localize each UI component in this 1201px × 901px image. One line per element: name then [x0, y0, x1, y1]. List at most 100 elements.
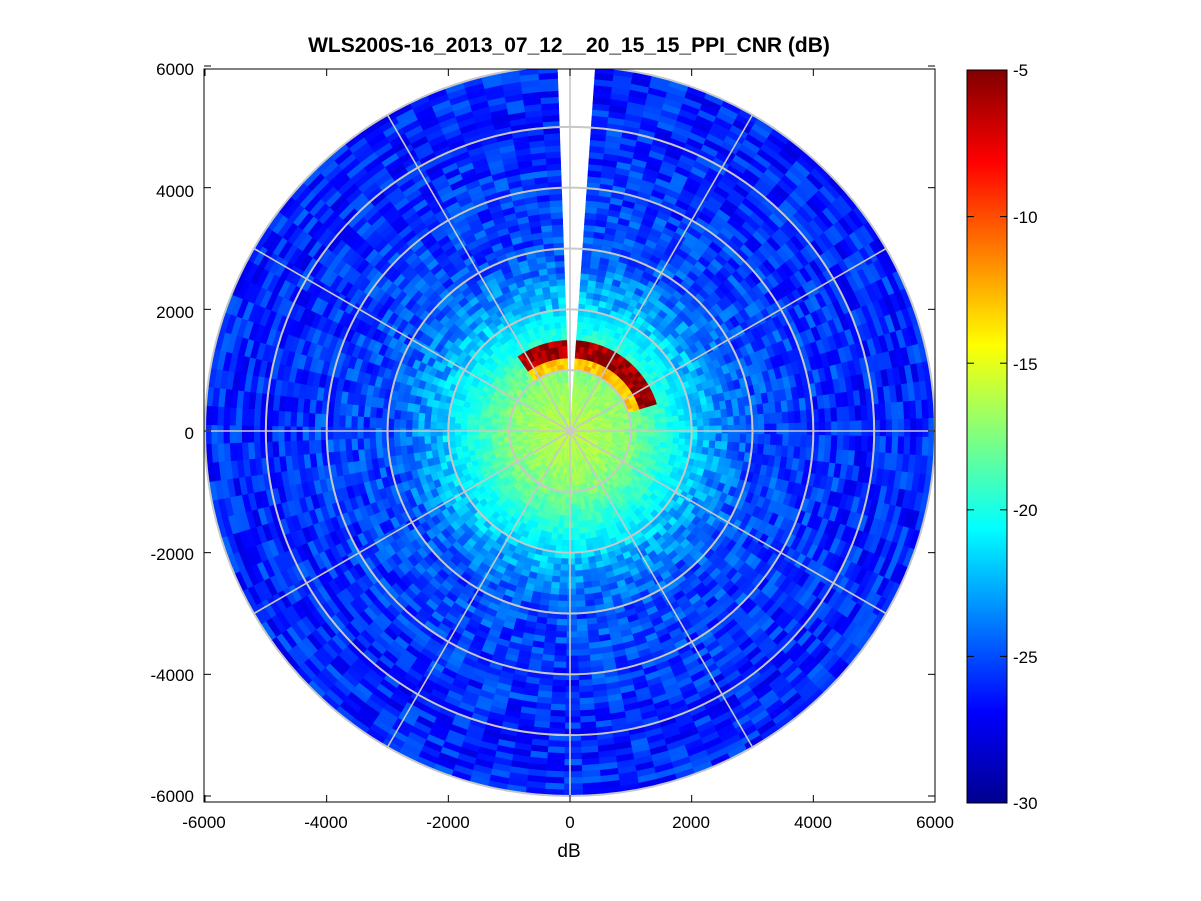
- heatmap-cell: [563, 509, 569, 517]
- heatmap-cell: [566, 631, 578, 639]
- heatmap-cell: [577, 654, 591, 663]
- heatmap-cell: [885, 419, 893, 437]
- heatmap-cell: [567, 534, 575, 541]
- heatmap-cell: [576, 624, 588, 632]
- heatmap-cell: [574, 564, 583, 572]
- heatmap-cell: [594, 69, 615, 76]
- heatmap-cell: [564, 716, 581, 724]
- heatmap-cell: [576, 618, 588, 626]
- heatmap-cell: [849, 420, 857, 437]
- heatmap-cell: [576, 630, 589, 639]
- heatmap-cell: [672, 432, 680, 439]
- heatmap-cell: [782, 434, 790, 447]
- heatmap-cell: [763, 434, 772, 446]
- heatmap-cell: [572, 521, 579, 529]
- heatmap-cell: [575, 594, 586, 602]
- heatmap-cell: [831, 421, 838, 436]
- heatmap-cell: [553, 661, 567, 669]
- heatmap-cell: [551, 575, 561, 584]
- heatmap-cell: [660, 432, 668, 439]
- heatmap-cell: [559, 564, 568, 572]
- heatmap-cell: [566, 619, 578, 626]
- heatmap-cell: [678, 438, 686, 446]
- heatmap-cell: [547, 746, 565, 754]
- heatmap-cell: [697, 432, 705, 441]
- heatmap-cell: [703, 418, 711, 427]
- heatmap-cell: [572, 509, 578, 517]
- heatmap-cell: [678, 414, 686, 422]
- heatmap-cell: [842, 435, 851, 451]
- heatmap-cell: [703, 433, 711, 442]
- heatmap-cell: [567, 576, 576, 584]
- heatmap-cell: [654, 417, 662, 424]
- heatmap-cell: [733, 415, 741, 426]
- heatmap-cell: [673, 426, 680, 434]
- heatmap-cell: [672, 421, 680, 428]
- heatmap-cell: [861, 420, 869, 437]
- heatmap-cell: [763, 413, 771, 425]
- heatmap-cell: [566, 594, 577, 602]
- heatmap-cell: [574, 582, 585, 590]
- heatmap-cell: [672, 415, 680, 423]
- heatmap-cell: [885, 436, 893, 454]
- heatmap-cell: [654, 422, 662, 429]
- heatmap-cell: [577, 648, 590, 657]
- heatmap-cell: [572, 503, 578, 511]
- heatmap-cell: [562, 533, 569, 541]
- heatmap-cell: [550, 581, 560, 590]
- heatmap-cell: [758, 423, 765, 435]
- heatmap-cell: [572, 515, 579, 523]
- heatmap-cell: [891, 436, 899, 455]
- heatmap-cell: [567, 521, 574, 529]
- heatmap-cell: [775, 412, 784, 425]
- heatmap-cell: [578, 297, 587, 305]
- heatmap-cell: [580, 266, 591, 275]
- heatmap-cell: [557, 594, 568, 602]
- heatmap-cell: [579, 539, 587, 547]
- heatmap-cell: [565, 692, 580, 699]
- heatmap-cell: [720, 441, 729, 451]
- heatmap-cell: [879, 436, 887, 454]
- heatmap-cell: [678, 432, 686, 440]
- heatmap-cell: [697, 426, 705, 434]
- heatmap-cell: [776, 434, 784, 447]
- heatmap-cell: [549, 709, 566, 718]
- heatmap-cell: [897, 419, 905, 438]
- heatmap-cell: [566, 582, 576, 590]
- heatmap-cell: [578, 691, 594, 699]
- heatmap-cell: [565, 661, 579, 669]
- heatmap-cell: [703, 425, 711, 434]
- heatmap-cell: [909, 436, 918, 456]
- heatmap-cell: [564, 710, 581, 718]
- heatmap-cell: [551, 569, 561, 577]
- heatmap-cell: [770, 423, 778, 435]
- heatmap-cell: [567, 527, 574, 535]
- heatmap-cell: [916, 418, 924, 438]
- heatmap-cell: [565, 649, 579, 657]
- heatmap-cell: [573, 533, 580, 541]
- heatmap-cell: [581, 260, 592, 269]
- heatmap-cell: [739, 424, 747, 435]
- heatmap-cell: [567, 540, 575, 547]
- heatmap-cell: [843, 420, 851, 437]
- heatmap-cell: [545, 764, 565, 772]
- heatmap-cell: [563, 771, 583, 778]
- heatmap-cell: [563, 758, 582, 766]
- heatmap-cell: [551, 685, 566, 693]
- heatmap-cell: [709, 433, 717, 442]
- heatmap-cell: [563, 783, 583, 791]
- heatmap-cell: [553, 649, 567, 657]
- heatmap-cell: [715, 417, 723, 427]
- heatmap-cell: [818, 408, 826, 423]
- heatmap-cell: [565, 686, 580, 693]
- heatmap-cell: [548, 593, 559, 602]
- heatmap-cell: [836, 435, 845, 451]
- heatmap-cell: [560, 558, 569, 566]
- heatmap-cell: [709, 417, 717, 427]
- heatmap-cell: [575, 588, 585, 596]
- heatmap-cell: [564, 698, 580, 706]
- heatmap-cell: [559, 570, 568, 578]
- heatmap-cell: [577, 642, 590, 651]
- heatmap-cell: [575, 600, 586, 608]
- heatmap-cell: [563, 777, 583, 785]
